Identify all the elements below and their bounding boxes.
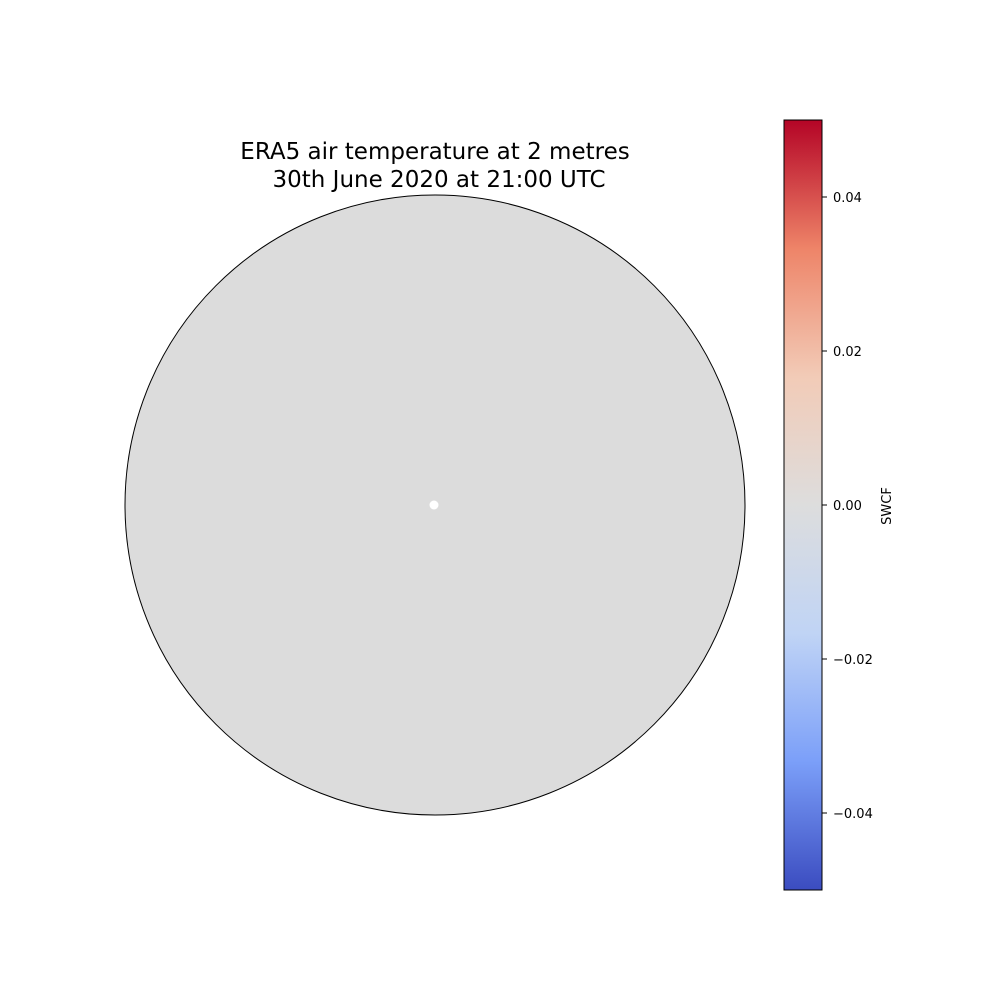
colorbar-tick-label: −0.02 [833, 653, 873, 668]
colorbar-tick-label: 0.02 [833, 345, 862, 360]
colorbar-label: SWCF [880, 487, 895, 525]
colorbar-gradient [783, 119, 823, 891]
colorbar-tick-label: 0.00 [833, 499, 862, 514]
colorbar-tick-label: 0.04 [833, 191, 862, 206]
title-line-2: 30th June 2020 at 21:00 UTC [272, 167, 605, 193]
title-line-1: ERA5 air temperature at 2 metres [240, 139, 629, 165]
colorbar: −0.04 −0.02 0.00 0.02 0.04 SWCF [783, 119, 895, 891]
colorbar-tick-label: −0.04 [833, 807, 873, 822]
colorbar-ticks: −0.04 −0.02 0.00 0.02 0.04 [822, 191, 873, 822]
map-area [124, 194, 746, 816]
pole-marker [429, 500, 439, 510]
